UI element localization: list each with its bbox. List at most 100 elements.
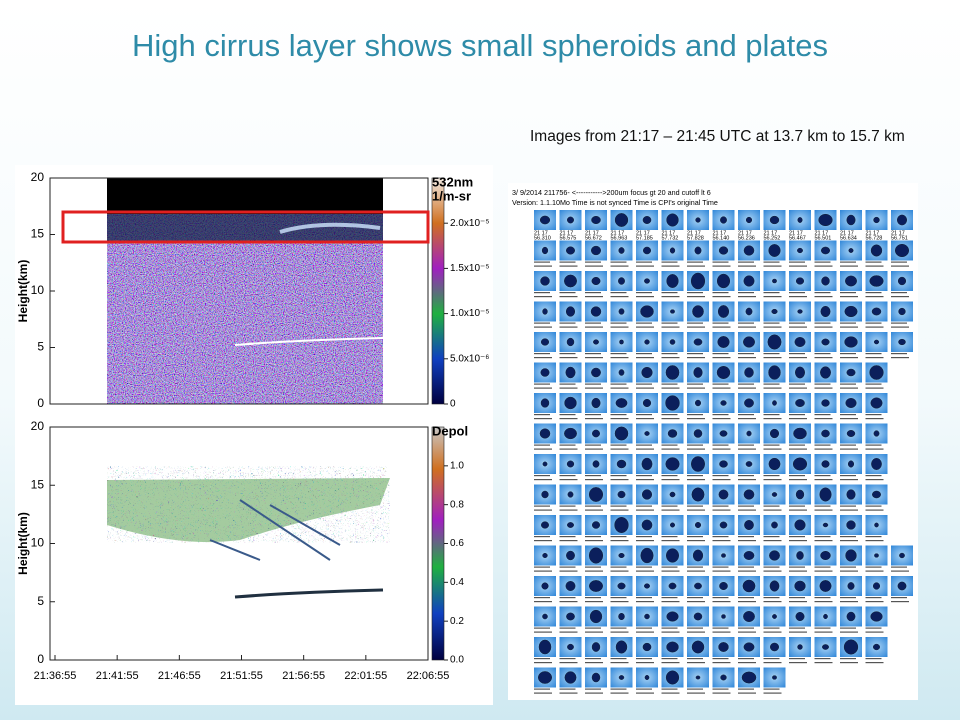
particle [894, 243, 910, 258]
particle [797, 644, 803, 650]
particle [542, 461, 548, 467]
particle [794, 580, 806, 592]
particle [665, 670, 680, 685]
particle-label-placeholder [814, 383, 831, 385]
particle-label-placeholder [636, 414, 652, 416]
particle [846, 611, 856, 622]
particle [716, 273, 731, 289]
particle [588, 487, 604, 502]
particle-label-placeholder [559, 357, 578, 359]
particle-label-placeholder [636, 296, 654, 298]
particle-label-placeholder [865, 509, 884, 511]
particle [897, 581, 907, 591]
particle [769, 550, 780, 561]
particle-label-placeholder [738, 326, 756, 328]
particle [718, 246, 729, 255]
particle [744, 367, 754, 378]
particle-label-placeholder [738, 505, 754, 507]
particle-label-placeholder [636, 570, 654, 572]
particle-label-placeholder [814, 479, 833, 481]
particle-label-placeholder [661, 444, 678, 446]
particle-label-placeholder [840, 296, 858, 298]
particle-label-placeholder [610, 326, 629, 328]
particle-label-placeholder [534, 536, 550, 538]
particle-label-placeholder [534, 322, 550, 324]
particle-label-placeholder [712, 570, 731, 572]
particle [821, 276, 830, 286]
particle [669, 522, 676, 528]
particle-label-placeholder [534, 505, 550, 507]
particle-label-placeholder [559, 505, 576, 507]
particle-label-placeholder [814, 566, 831, 568]
particle [743, 551, 755, 560]
particle-label-placeholder [814, 261, 831, 263]
particle-label-placeholder [712, 444, 729, 446]
particle [820, 305, 831, 318]
particle-time: 21 17 [738, 230, 752, 236]
particle [566, 337, 575, 347]
particle-label-placeholder [661, 414, 678, 416]
particle-label-placeholder [814, 658, 831, 660]
particle [743, 642, 755, 652]
particle-label-placeholder [840, 536, 856, 538]
particle-label: 56.252 [764, 235, 781, 241]
particle [869, 275, 884, 287]
particle-label: 57.732 [662, 235, 679, 241]
particle-label-placeholder [865, 631, 884, 633]
particle-label-placeholder [789, 322, 805, 324]
particle-label-placeholder [814, 414, 831, 416]
particle-time: 21 17 [866, 230, 880, 236]
particle [743, 489, 755, 500]
x-tick-label: 21:36:55 [34, 670, 77, 682]
particle-label-placeholder [534, 296, 552, 298]
particle-label-placeholder [712, 540, 731, 542]
particle-label-placeholder [534, 540, 552, 542]
particle-label-placeholder [789, 505, 805, 507]
particle-label-placeholder [763, 509, 782, 511]
particle [721, 553, 726, 558]
particle-label-placeholder [763, 383, 780, 385]
particle [640, 547, 654, 564]
particle-label-placeholder [585, 261, 601, 263]
particle [744, 398, 754, 408]
particle-label-placeholder [789, 627, 805, 629]
particle-label-placeholder [712, 357, 731, 359]
particle [692, 549, 704, 562]
particle [644, 583, 650, 589]
particle-label-placeholder [687, 505, 703, 507]
particle-label-placeholder [712, 631, 731, 633]
particle-label-placeholder [763, 414, 780, 416]
particle-label-placeholder [789, 387, 807, 389]
particle-time: 21 17 [687, 230, 701, 236]
particle-label-placeholder [687, 357, 705, 359]
particle [871, 307, 882, 316]
x-tick-label: 21:56:55 [282, 670, 325, 682]
particle-label-placeholder [534, 631, 552, 633]
particle-label-placeholder [712, 601, 731, 603]
particle-label-placeholder [763, 631, 782, 633]
particle-label-placeholder [534, 448, 552, 450]
particle-label-placeholder [738, 601, 756, 603]
particle-label-placeholder [636, 627, 652, 629]
particle [567, 522, 574, 528]
particle-label-placeholder [534, 475, 550, 477]
particle-label-placeholder [661, 597, 678, 599]
particle-label-placeholder [534, 570, 552, 572]
particle-label: 57.828 [687, 235, 704, 241]
particle-label-placeholder [610, 505, 627, 507]
particle [743, 611, 755, 622]
particle-label-placeholder [636, 418, 654, 420]
particle-label-placeholder [738, 597, 754, 599]
particle [642, 216, 652, 224]
particle [717, 305, 730, 318]
particle-label-placeholder [712, 387, 731, 389]
particle-label-placeholder [559, 662, 578, 664]
particle [695, 217, 701, 223]
particle [745, 307, 753, 316]
particle-label-placeholder [738, 509, 756, 511]
particle-label-placeholder [636, 444, 652, 446]
particle [566, 612, 575, 621]
particle-label-placeholder [636, 692, 654, 694]
particle-label-placeholder [636, 479, 654, 481]
particle [898, 338, 906, 346]
